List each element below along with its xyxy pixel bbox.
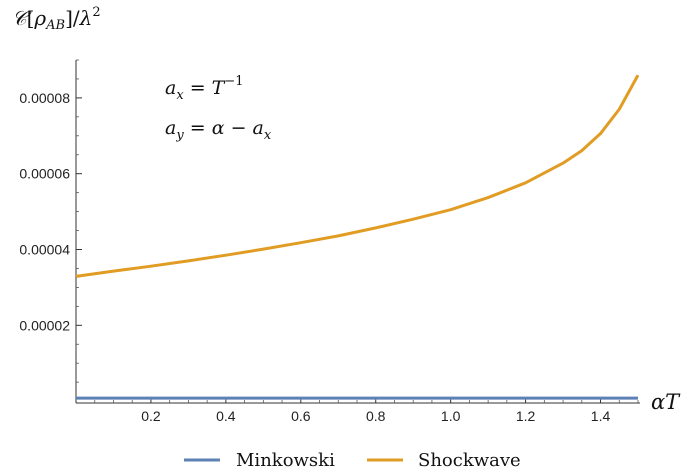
- y-tick-label: 0.00002: [19, 317, 70, 333]
- annotation-ay: ay = α − ax: [165, 117, 272, 143]
- annotation-ax: ax = T−1: [165, 74, 244, 103]
- y-tick-label: 0.00006: [19, 166, 70, 182]
- x-tick-label: 1.4: [591, 408, 611, 424]
- y-tick-label: 0.00008: [19, 90, 70, 106]
- x-tick-label: 1.0: [441, 408, 461, 424]
- x-tick-label: 0.4: [216, 408, 236, 424]
- legend-label-shockwave: Shockwave: [418, 450, 521, 469]
- x-tick-label: 0.2: [141, 408, 161, 424]
- x-tick-label: 0.8: [366, 408, 386, 424]
- series-line-shockwave: [75, 74, 640, 278]
- x-tick-label: 1.2: [516, 408, 536, 424]
- series-layer: [75, 74, 640, 400]
- minor-ticks: [76, 59, 639, 403]
- major-ticks: 0.2 0.4 0.6 0.8 1.0 1.2 1.4 0.00002 0.00004 0.000…: [19, 90, 610, 424]
- x-axis-label: αT: [651, 390, 681, 414]
- legend: Minkowski Shockwave: [184, 450, 521, 469]
- y-tick-label: 0.00004: [19, 242, 70, 258]
- x-tick-label: 0.6: [291, 408, 311, 424]
- y-axis-label: 𝒞[ρAB]/λ2: [12, 5, 101, 33]
- legend-label-minkowski: Minkowski: [236, 450, 335, 469]
